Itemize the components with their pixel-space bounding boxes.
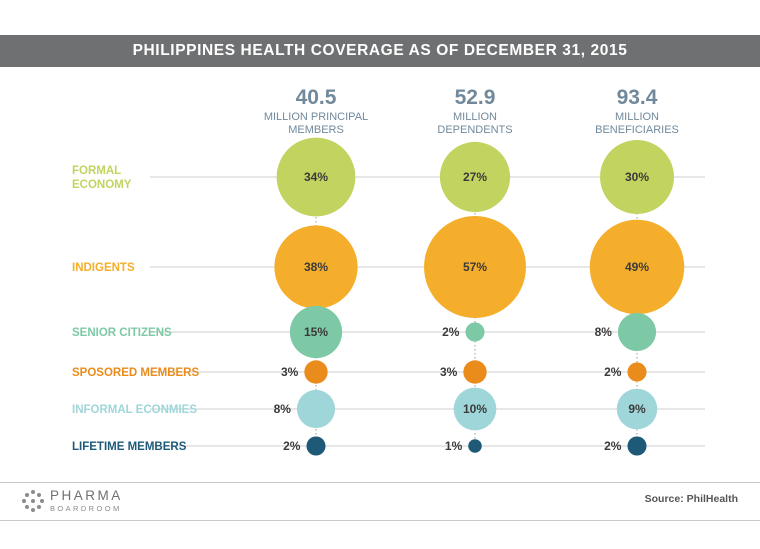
- column-header-label-3-1: MILLION: [615, 111, 659, 123]
- footer-divider-top: [0, 482, 760, 483]
- bubble-r6-c2: [468, 439, 482, 453]
- bubble-r5-c2: [453, 387, 497, 431]
- bubble-label-r2-c2: 57%: [463, 260, 487, 274]
- bubble-r3-c3: [617, 312, 657, 352]
- bubble-r4-c3: [627, 362, 647, 382]
- column-header-label-1-1: MILLION PRINCIPAL: [264, 111, 368, 123]
- bubble-label-r5-c2: 10%: [463, 402, 487, 416]
- bubble-r4-c2: [463, 360, 487, 384]
- bubble-label-r3-c3: 8%: [595, 325, 613, 339]
- bubble-label-r2-c1: 38%: [304, 260, 328, 274]
- bubble-r1-c3: [600, 140, 674, 214]
- brand-logo: PHARMA BOARDROOM: [22, 489, 123, 512]
- column-header-label-2-2: DEPENDENTS: [437, 124, 512, 136]
- bubble-label-r1-c1: 34%: [304, 170, 328, 184]
- column-header-label-1-2: MEMBERS: [288, 124, 344, 136]
- column-header-label-3-2: BENEFICIARIES: [595, 124, 679, 136]
- bubble-r5-c1: [296, 389, 336, 429]
- brand-logo-primary: PHARMA: [50, 488, 123, 503]
- bubble-r1-c2: [439, 141, 511, 213]
- row-label-1-1: FORMAL: [72, 165, 121, 177]
- column-header-value-2: 52.9: [455, 86, 496, 109]
- row-label-6: LIFETIME MEMBERS: [72, 441, 187, 453]
- bubble-r3-c2: [465, 322, 485, 342]
- bubble-label-r4-c2: 3%: [440, 365, 458, 379]
- bubble-label-r6-c3: 2%: [604, 439, 622, 453]
- bubble-label-r1-c3: 30%: [625, 170, 649, 184]
- column-header-label-2-1: MILLION: [453, 111, 497, 123]
- bubble-label-r3-c1: 15%: [304, 325, 328, 339]
- bubble-label-r6-c2: 1%: [445, 439, 463, 453]
- bubble-r2-c2: [424, 216, 526, 318]
- bubble-label-r3-c2: 2%: [442, 325, 460, 339]
- row-label-5: INFORMAL ECONMIES: [72, 404, 197, 416]
- bubble-r4-c1: [304, 360, 328, 384]
- bubble-label-r6-c1: 2%: [283, 439, 301, 453]
- bubble-label-r2-c3: 49%: [625, 260, 649, 274]
- bubble-r6-c3: [627, 436, 647, 456]
- bubble-label-r4-c3: 2%: [604, 365, 622, 379]
- column-header-value-1: 40.5: [296, 86, 337, 109]
- bubble-r2-c1: [274, 225, 358, 309]
- bubble-label-r5-c1: 8%: [274, 402, 292, 416]
- brand-logo-secondary: BOARDROOM: [50, 503, 122, 513]
- row-label-2: INDIGENTS: [72, 262, 135, 274]
- bubble-label-r5-c3: 9%: [628, 402, 646, 416]
- bubble-r6-c1: [306, 436, 326, 456]
- chart-title: PHILIPPINES HEALTH COVERAGE AS OF DECEMB…: [0, 35, 760, 67]
- row-label-4: SPOSORED MEMBERS: [72, 367, 199, 379]
- bubble-label-r1-c2: 27%: [463, 170, 487, 184]
- bubble-r2-c3: [589, 219, 685, 315]
- row-label-1-2: ECONOMY: [72, 179, 132, 191]
- bubble-r3-c1: [289, 305, 343, 359]
- bubble-r1-c1: [276, 137, 356, 217]
- source-note: Source: PhilHealth: [644, 493, 738, 505]
- bubble-r5-c3: [616, 388, 658, 430]
- bubble-label-r4-c1: 3%: [281, 365, 299, 379]
- column-header-value-3: 93.4: [617, 86, 658, 109]
- brand-logo-icon: [22, 489, 44, 512]
- row-label-3: SENIOR CITIZENS: [72, 327, 172, 339]
- footer-divider-bottom: [0, 520, 760, 521]
